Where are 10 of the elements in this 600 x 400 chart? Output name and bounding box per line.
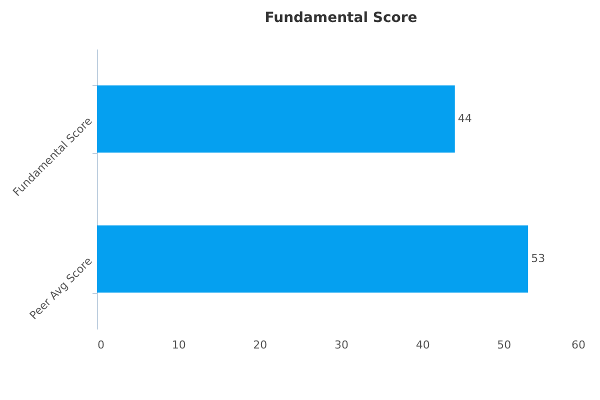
- x-tick-label: 60: [572, 338, 586, 352]
- chart-title: Fundamental Score: [264, 10, 418, 26]
- x-tick-label: 20: [253, 338, 268, 352]
- x-tick-label: 0: [98, 338, 104, 352]
- data-label: 44: [458, 112, 472, 125]
- data-label: 53: [531, 252, 546, 265]
- x-tick-label: 10: [172, 338, 186, 352]
- x-tick-label: 40: [416, 338, 430, 352]
- x-tick-label: 50: [497, 338, 512, 352]
- x-tick-label: 30: [334, 338, 348, 352]
